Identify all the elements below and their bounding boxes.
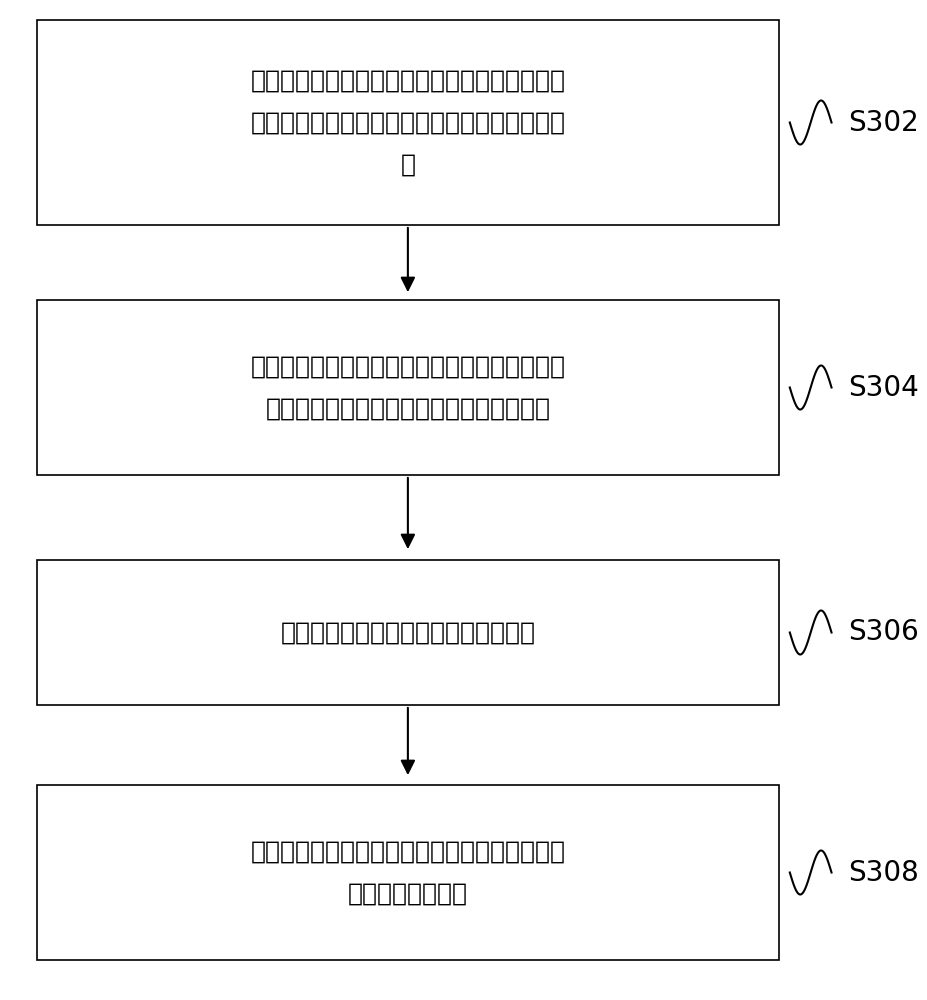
- FancyBboxPatch shape: [37, 560, 779, 705]
- Text: 到第一点云，并基于第二图像得到第二点云: 到第一点云，并基于第二图像得到第二点云: [265, 396, 551, 420]
- Text: 确定多片第一点云之间的拼接转换关系: 确定多片第一点云之间的拼接转换关系: [280, 620, 536, 645]
- Text: S302: S302: [848, 109, 919, 137]
- Text: S306: S306: [848, 618, 919, 646]
- Text: 像: 像: [400, 152, 415, 176]
- Text: S304: S304: [848, 374, 919, 402]
- Text: S308: S308: [848, 859, 919, 887]
- Text: 基于多片第一点云之间的拼接转换关系，拼接对: 基于多片第一点云之间的拼接转换关系，拼接对: [250, 840, 565, 863]
- Text: 应的多片第二点云: 应的多片第二点云: [348, 882, 468, 906]
- FancyBboxPatch shape: [37, 785, 779, 960]
- FancyBboxPatch shape: [37, 20, 779, 225]
- Text: 获取第一图像和第二图像，其中，第一图像和第: 获取第一图像和第二图像，其中，第一图像和第: [250, 68, 565, 92]
- Text: 二图像为测量模组获取的被测物体表面的目标图: 二图像为测量模组获取的被测物体表面的目标图: [250, 110, 565, 134]
- FancyBboxPatch shape: [37, 300, 779, 475]
- Text: 对所述目标图像进行三维重建，基于第一图像得: 对所述目标图像进行三维重建，基于第一图像得: [250, 354, 565, 378]
